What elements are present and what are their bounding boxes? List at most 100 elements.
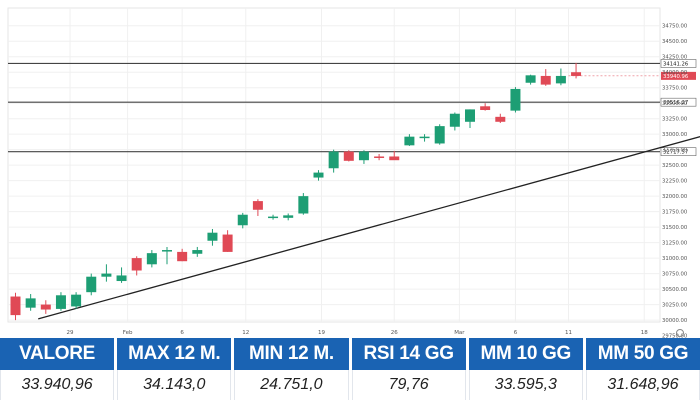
candle-body bbox=[525, 75, 536, 83]
candle bbox=[313, 170, 324, 181]
candle bbox=[298, 193, 309, 215]
stat-max-12m: MAX 12 M. 34.143,0 bbox=[117, 338, 232, 400]
candle-body bbox=[465, 109, 475, 122]
candle bbox=[525, 74, 536, 85]
candle-body bbox=[328, 151, 339, 169]
level-label: 33516.27 bbox=[663, 100, 688, 106]
stat-value: 33.940,96 bbox=[0, 370, 115, 400]
level-tag bbox=[660, 97, 697, 107]
y-tick-label: 31000.00 bbox=[662, 256, 688, 262]
candle-body bbox=[343, 151, 354, 161]
y-tick-label: 30750.00 bbox=[662, 272, 688, 278]
candle bbox=[495, 113, 506, 124]
candle bbox=[101, 264, 112, 282]
x-tick-label: 26 bbox=[391, 330, 398, 336]
candle bbox=[252, 199, 263, 216]
y-tick-label: 34500.00 bbox=[662, 39, 688, 45]
candle-body bbox=[146, 253, 157, 265]
settings-icon[interactable] bbox=[676, 329, 684, 337]
stat-label: MM 10 GG bbox=[468, 338, 583, 370]
stat-label: VALORE bbox=[0, 338, 115, 370]
y-tick-label: 31500.00 bbox=[662, 225, 688, 231]
candle bbox=[131, 256, 142, 276]
stat-label: MM 50 GG bbox=[585, 338, 700, 370]
stat-label: RSI 14 GG bbox=[351, 338, 466, 370]
candle-body bbox=[101, 273, 112, 277]
candle-body bbox=[222, 234, 233, 252]
stat-value: 79,76 bbox=[351, 370, 466, 400]
candle bbox=[449, 112, 460, 131]
candle bbox=[86, 273, 97, 296]
candle-body bbox=[40, 304, 51, 310]
candle-body bbox=[55, 295, 66, 309]
candle bbox=[207, 228, 218, 246]
price-chart: 34141.26 33940.96 33516.27 32717.57 34750.0… bbox=[7, 7, 700, 338]
candle bbox=[404, 134, 415, 146]
candle-body bbox=[419, 136, 430, 139]
candle-body bbox=[571, 72, 582, 76]
candle bbox=[162, 246, 172, 265]
candle-body bbox=[207, 232, 218, 241]
candle-body bbox=[131, 258, 142, 271]
support-trendline bbox=[38, 136, 700, 320]
candle bbox=[328, 149, 339, 173]
stats-panel: VALORE 33.940,96 MAX 12 M. 34.143,0 MIN … bbox=[0, 338, 700, 400]
candle-body bbox=[237, 214, 248, 226]
candle-body bbox=[313, 172, 324, 178]
candle-body bbox=[116, 275, 127, 282]
candle bbox=[465, 109, 475, 128]
y-tick-label: 30500.00 bbox=[662, 287, 688, 293]
stat-value: 33.595,3 bbox=[468, 370, 583, 400]
candle bbox=[116, 267, 127, 283]
y-tick-label: 31250.00 bbox=[662, 241, 688, 247]
candle-body bbox=[192, 250, 203, 254]
y-tick-label: 34000.00 bbox=[662, 70, 688, 76]
candle-body bbox=[283, 215, 294, 218]
y-tick-label: 33250.00 bbox=[662, 117, 688, 123]
x-tick-label: 29 bbox=[67, 330, 74, 336]
candle-body bbox=[252, 201, 263, 210]
level-tag bbox=[660, 147, 697, 156]
y-tick-label: 29750.00 bbox=[662, 334, 688, 338]
candle bbox=[237, 212, 248, 229]
candle bbox=[480, 103, 491, 111]
stat-valore: VALORE 33.940,96 bbox=[0, 338, 115, 400]
level-label: 34141.26 bbox=[663, 61, 689, 67]
stat-min-12m: MIN 12 M. 24.751,0 bbox=[234, 338, 349, 400]
y-tick-label: 34250.00 bbox=[662, 55, 688, 61]
y-tick-label: 33500.00 bbox=[662, 101, 688, 107]
candle bbox=[192, 246, 203, 257]
candle-body bbox=[434, 126, 445, 144]
stat-rsi-14gg: RSI 14 GG 79,76 bbox=[351, 338, 466, 400]
candle-body bbox=[25, 298, 36, 308]
candle bbox=[55, 292, 66, 311]
candle bbox=[358, 150, 369, 164]
current-price-label: 33940.96 bbox=[663, 74, 689, 80]
x-tick-label: 11 bbox=[565, 330, 572, 336]
stat-value: 24.751,0 bbox=[234, 370, 349, 400]
x-tick-label: 6 bbox=[180, 330, 184, 336]
candle-body bbox=[358, 151, 369, 161]
candlesticks bbox=[10, 62, 582, 321]
candle-body bbox=[480, 106, 491, 111]
candle-body bbox=[162, 250, 172, 252]
y-tick-label: 31750.00 bbox=[662, 210, 688, 216]
x-tick-label: 19 bbox=[318, 330, 325, 336]
candle-body bbox=[389, 156, 400, 161]
candle bbox=[343, 150, 354, 162]
x-tick-label: 18 bbox=[641, 330, 648, 336]
candle-body bbox=[404, 136, 415, 146]
candle bbox=[555, 68, 566, 86]
y-tick-label: 34750.00 bbox=[662, 24, 688, 30]
x-tick-label: 12 bbox=[242, 330, 249, 336]
stat-mm-10gg: MM 10 GG 33.595,3 bbox=[468, 338, 583, 400]
price-axis: 34750.00 34500.00 34250.00 34000.00 33750.00… bbox=[662, 24, 688, 338]
candle bbox=[177, 248, 188, 262]
stat-label: MIN 12 M. bbox=[234, 338, 349, 370]
candle bbox=[222, 230, 233, 252]
candle-body bbox=[10, 296, 21, 316]
stat-value: 34.143,0 bbox=[117, 370, 232, 400]
x-tick-label: 6 bbox=[514, 330, 518, 336]
x-tick-label: Feb bbox=[123, 330, 133, 336]
candle bbox=[571, 62, 582, 79]
